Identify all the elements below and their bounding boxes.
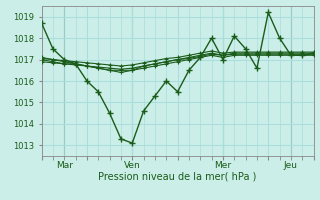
Text: Mer: Mer	[214, 161, 231, 170]
X-axis label: Pression niveau de la mer( hPa ): Pression niveau de la mer( hPa )	[99, 171, 257, 181]
Text: Ven: Ven	[124, 161, 141, 170]
Text: Jeu: Jeu	[284, 161, 298, 170]
Text: Mar: Mar	[56, 161, 73, 170]
